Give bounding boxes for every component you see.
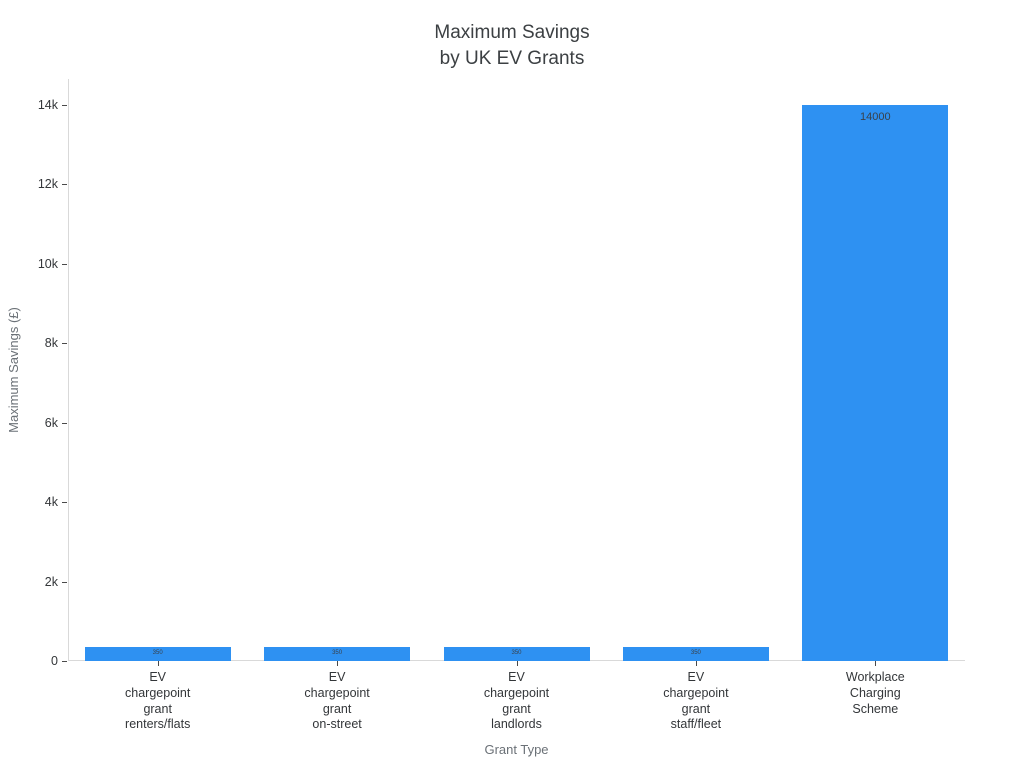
x-axis-title: Grant Type [484, 742, 549, 757]
bar-value-label: 350 [152, 650, 163, 657]
bar [84, 647, 231, 661]
y-tick-mark [62, 104, 67, 106]
bar [802, 104, 949, 661]
bar [443, 647, 590, 661]
x-tick-label: EV chargepoint grant renters/flats [125, 670, 191, 732]
y-tick-label: 8k [44, 336, 58, 350]
y-tick-mark [62, 263, 67, 265]
y-tick-label: 14k [37, 97, 58, 112]
y-tick-label: 10k [37, 256, 58, 271]
y-tick-mark [62, 502, 67, 503]
x-tick-mark [157, 661, 159, 666]
y-tick-mark [62, 422, 67, 424]
bar-value-label: 14000 [860, 110, 891, 123]
y-tick-mark [62, 581, 67, 583]
y-tick-label: 12k [37, 177, 58, 191]
y-tick-label: 4k [44, 495, 58, 509]
bar-value-label: 350 [332, 650, 343, 657]
x-tick-label: EV chargepoint grant staff/fleet [663, 670, 729, 732]
chart-title: Maximum Savings by UK EV Grants [434, 22, 590, 69]
x-tick-label: EV chargepoint grant landlords [483, 670, 550, 732]
y-tick-mark [62, 343, 67, 344]
y-tick-mark [62, 184, 67, 185]
x-tick-label: EV chargepoint grant on-street [304, 670, 370, 732]
bar-value-label: 350 [511, 650, 522, 657]
y-tick-mark [62, 661, 67, 662]
bar [622, 647, 769, 661]
x-tick-mark [516, 661, 518, 666]
x-tick-mark [695, 661, 697, 666]
x-tick-mark [875, 661, 877, 666]
y-tick-label: 6k [44, 415, 58, 430]
x-tick-label: Workplace Charging Scheme [845, 670, 905, 716]
bar-value-label: 350 [690, 650, 701, 657]
y-tick-label: 2k [44, 574, 58, 589]
y-tick-label: 0 [51, 654, 58, 668]
x-tick-mark [337, 661, 339, 666]
bar [264, 647, 411, 661]
